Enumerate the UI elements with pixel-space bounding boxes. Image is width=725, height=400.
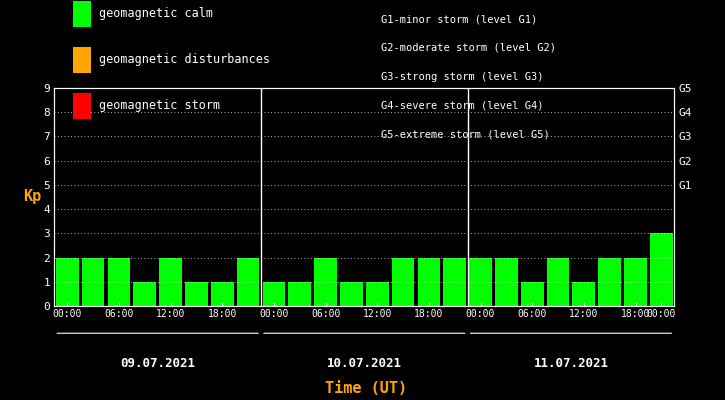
Text: G1-minor storm (level G1): G1-minor storm (level G1) (381, 14, 537, 24)
Bar (237, 258, 260, 306)
Bar (56, 258, 78, 306)
Bar (495, 258, 518, 306)
Text: 09.07.2021: 09.07.2021 (120, 357, 195, 370)
Text: Time (UT): Time (UT) (325, 381, 407, 396)
Text: G3-strong storm (level G3): G3-strong storm (level G3) (381, 72, 543, 82)
Text: G2-moderate storm (level G2): G2-moderate storm (level G2) (381, 43, 555, 53)
Bar (289, 282, 311, 306)
Bar (366, 282, 389, 306)
Text: geomagnetic storm: geomagnetic storm (99, 100, 220, 112)
Text: G4-severe storm (level G4): G4-severe storm (level G4) (381, 100, 543, 110)
Bar (624, 258, 647, 306)
Bar (650, 233, 673, 306)
Text: 11.07.2021: 11.07.2021 (534, 357, 608, 370)
Bar (82, 258, 104, 306)
Bar (314, 258, 337, 306)
Text: G5-extreme storm (level G5): G5-extreme storm (level G5) (381, 129, 550, 139)
Bar (469, 258, 492, 306)
Bar (547, 258, 569, 306)
Text: geomagnetic disturbances: geomagnetic disturbances (99, 54, 270, 66)
Text: geomagnetic calm: geomagnetic calm (99, 8, 213, 20)
Y-axis label: Kp: Kp (23, 190, 41, 204)
Bar (418, 258, 440, 306)
Bar (133, 282, 156, 306)
Bar (573, 282, 595, 306)
Bar (598, 258, 621, 306)
Bar (521, 282, 544, 306)
Bar (160, 258, 182, 306)
Bar (340, 282, 362, 306)
Bar (392, 258, 415, 306)
Bar (185, 282, 208, 306)
Bar (211, 282, 233, 306)
Bar (444, 258, 466, 306)
Text: 10.07.2021: 10.07.2021 (327, 357, 402, 370)
Bar (107, 258, 130, 306)
Bar (262, 282, 285, 306)
